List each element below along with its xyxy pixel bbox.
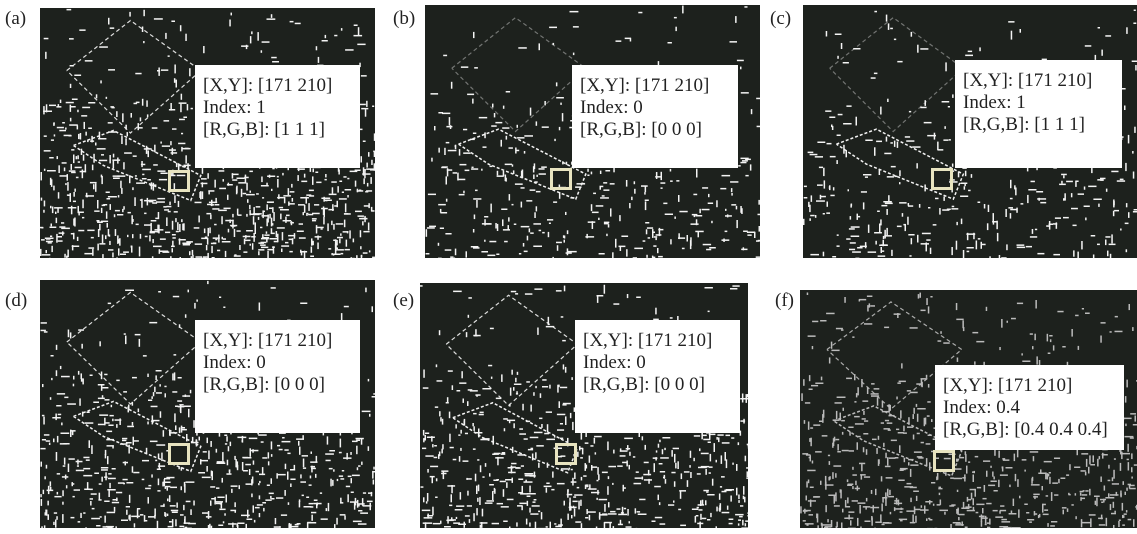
tip-line: [R,G,B]: [1 1 1] (963, 114, 1114, 136)
tip-line: [X,Y]: [171 210] (203, 75, 352, 97)
tip-line: [X,Y]: [171 210] (583, 330, 732, 352)
tip-line: Index: 1 (203, 97, 352, 119)
panel-label: (c) (770, 8, 791, 30)
data-tip: [X,Y]: [171 210]Index: 0[R,G,B]: [0 0 0] (575, 320, 740, 433)
tip-line: Index: 0 (580, 97, 730, 119)
cursor-box (555, 443, 577, 465)
tip-line: [X,Y]: [171 210] (943, 375, 1116, 397)
tip-line: [R,G,B]: [0 0 0] (583, 374, 732, 396)
data-tip: [X,Y]: [171 210]Index: 1[R,G,B]: [1 1 1] (955, 60, 1122, 168)
tip-line: [R,G,B]: [0 0 0] (203, 374, 352, 396)
tip-line: [X,Y]: [171 210] (203, 330, 352, 352)
cursor-box (168, 443, 190, 465)
panel-label: (f) (775, 290, 794, 312)
tip-line: Index: 1 (963, 92, 1114, 114)
cursor-box (550, 168, 572, 190)
tip-line: Index: 0.4 (943, 397, 1116, 419)
tip-line: [X,Y]: [171 210] (580, 75, 730, 97)
cursor-box (933, 450, 955, 472)
figure: (a)[X,Y]: [171 210]Index: 1[R,G,B]: [1 1… (0, 0, 1137, 534)
panel-label: (b) (393, 8, 415, 30)
tip-line: [R,G,B]: [1 1 1] (203, 119, 352, 141)
cursor-box (931, 168, 953, 190)
panel-label: (d) (5, 290, 27, 312)
panel-label: (a) (5, 8, 26, 30)
cursor-box (168, 170, 190, 192)
tip-line: Index: 0 (203, 352, 352, 374)
data-tip: [X,Y]: [171 210]Index: 0[R,G,B]: [0 0 0] (195, 320, 360, 433)
tip-line: [R,G,B]: [0.4 0.4 0.4] (943, 419, 1116, 441)
panel-label: (e) (393, 290, 414, 312)
data-tip: [X,Y]: [171 210]Index: 0[R,G,B]: [0 0 0] (572, 65, 738, 168)
tip-line: [R,G,B]: [0 0 0] (580, 119, 730, 141)
tip-line: [X,Y]: [171 210] (963, 70, 1114, 92)
data-tip: [X,Y]: [171 210]Index: 1[R,G,B]: [1 1 1] (195, 65, 360, 168)
data-tip: [X,Y]: [171 210]Index: 0.4[R,G,B]: [0.4 … (935, 365, 1124, 450)
tip-line: Index: 0 (583, 352, 732, 374)
